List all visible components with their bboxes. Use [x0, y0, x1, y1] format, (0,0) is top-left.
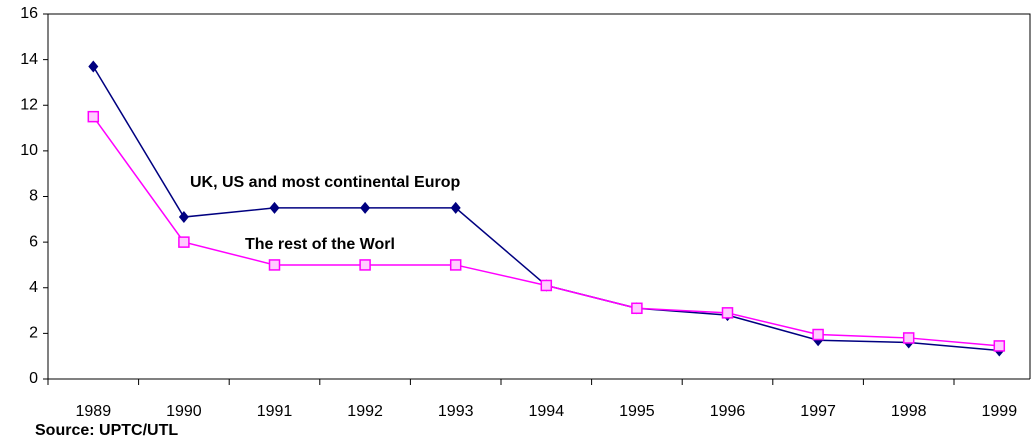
- marker: [812, 328, 824, 341]
- y-tick-label: 16: [20, 5, 38, 22]
- marker: [631, 302, 643, 315]
- y-tick-label: 8: [29, 188, 38, 205]
- marker: [269, 201, 280, 214]
- x-tick-label: 1991: [257, 403, 293, 420]
- marker: [88, 60, 99, 73]
- series-label: The rest of the Worl: [245, 236, 395, 253]
- y-tick-label: 0: [29, 370, 38, 387]
- x-tick-label: 1990: [166, 403, 202, 420]
- x-tick-label: 1996: [710, 403, 746, 420]
- marker: [993, 340, 1006, 352]
- marker: [449, 259, 462, 271]
- y-tick-label: 14: [20, 51, 38, 68]
- y-tick-label: 12: [20, 96, 38, 113]
- x-tick-label: 1994: [529, 403, 565, 420]
- y-tick-label: 6: [29, 233, 38, 250]
- marker: [268, 259, 281, 271]
- series-line: [92, 116, 1000, 347]
- plot-frame: [47, 13, 1031, 379]
- marker: [540, 279, 553, 292]
- x-tick-label: 1995: [619, 403, 655, 420]
- marker: [178, 236, 190, 248]
- x-tick-label: 1999: [982, 403, 1018, 420]
- x-tick-label: 1989: [76, 403, 112, 420]
- x-tick-label: 1998: [891, 403, 927, 420]
- marker: [178, 211, 189, 224]
- x-tick-label: 1992: [347, 403, 383, 420]
- y-tick-label: 2: [29, 325, 38, 342]
- marker: [87, 110, 100, 123]
- series-line: [92, 66, 1000, 352]
- marker: [721, 307, 734, 319]
- series-label: UK, US and most continental Europ: [190, 174, 460, 191]
- marker: [902, 332, 915, 344]
- marker: [359, 259, 371, 271]
- source-note: Source: UPTC/UTL: [35, 422, 178, 439]
- marker: [450, 201, 461, 214]
- y-tick-label: 4: [29, 279, 38, 296]
- x-tick-label: 1993: [438, 403, 474, 420]
- marker: [360, 201, 371, 214]
- y-tick-label: 10: [20, 142, 38, 159]
- x-tick-label: 1997: [800, 403, 836, 420]
